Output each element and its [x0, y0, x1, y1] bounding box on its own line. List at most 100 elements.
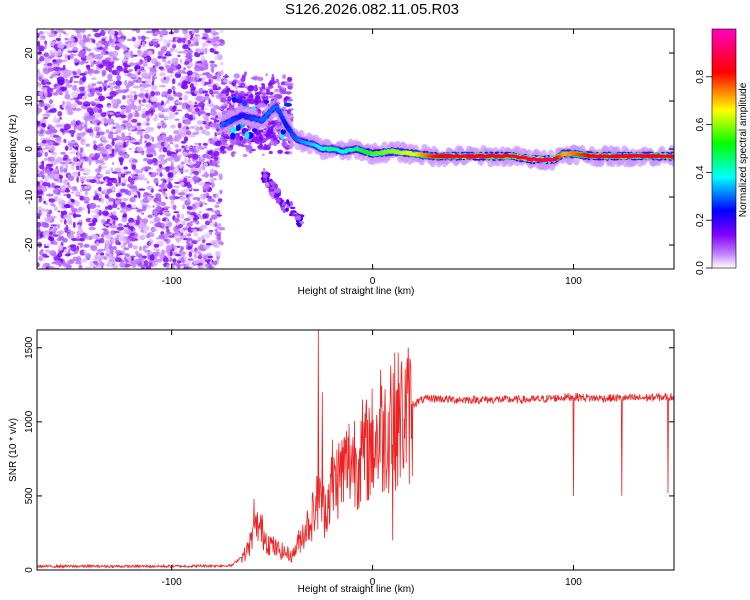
noise-blob	[116, 113, 121, 116]
noise-blob	[121, 202, 126, 208]
noise-blob	[123, 136, 130, 140]
transition-blob	[268, 143, 272, 147]
noise-blob	[125, 88, 129, 92]
noise-blob	[146, 117, 151, 122]
noise-blob	[92, 257, 99, 261]
noise-blob	[83, 71, 90, 74]
noise-blob	[154, 113, 158, 120]
noise-blob	[40, 128, 44, 134]
noise-blob	[37, 45, 45, 52]
noise-blob	[126, 100, 131, 104]
noise-blob	[71, 91, 79, 98]
noise-blob	[180, 213, 185, 220]
noise-blob	[37, 229, 42, 235]
noise-blob	[135, 250, 139, 256]
noise-blob	[42, 85, 49, 88]
noise-blob	[146, 233, 151, 239]
noise-blob	[168, 111, 174, 115]
transition-blob	[273, 140, 278, 147]
noise-blob	[149, 262, 152, 267]
noise-blob	[129, 98, 136, 104]
noise-blob	[172, 258, 177, 263]
noise-blob	[63, 31, 67, 35]
noise-blob	[170, 199, 175, 206]
noise-blob	[65, 163, 69, 170]
noise-blob	[165, 65, 171, 69]
noise-blob	[125, 140, 129, 147]
transition-blob	[273, 93, 281, 99]
noise-blob	[43, 57, 51, 63]
transition-blob	[257, 76, 264, 82]
noise-blob	[141, 41, 146, 48]
noise-blob	[79, 147, 84, 153]
noise-blob	[100, 112, 107, 118]
noise-blob	[54, 241, 58, 246]
noise-blob	[53, 152, 57, 159]
noise-blob	[184, 61, 190, 65]
noise-blob	[183, 256, 188, 261]
noise-blob	[105, 248, 111, 255]
noise-blob	[41, 266, 46, 269]
transition-blob	[223, 79, 228, 83]
noise-blob	[117, 223, 123, 227]
noise-blob	[187, 47, 191, 51]
noise-blob	[61, 185, 66, 191]
noise-blob	[168, 235, 175, 238]
noise-blob	[50, 73, 57, 78]
noise-blob	[39, 102, 45, 108]
noise-blob	[79, 195, 84, 201]
noise-blob	[53, 115, 57, 120]
noise-blob	[83, 168, 91, 175]
noise-blob	[180, 140, 187, 144]
noise-blob	[97, 249, 102, 255]
noise-blob	[138, 104, 146, 107]
noise-blob	[98, 187, 102, 192]
noise-blob	[118, 231, 125, 238]
noise-blob	[115, 43, 123, 46]
transition-blob	[288, 141, 295, 148]
noise-blob	[206, 73, 213, 79]
noise-blob	[214, 204, 220, 208]
noise-blob	[86, 235, 90, 240]
noise-blob	[78, 86, 85, 91]
noise-blob	[142, 234, 148, 239]
noise-blob	[205, 259, 211, 263]
noise-blob	[133, 43, 139, 48]
noise-blob	[214, 55, 218, 61]
noise-blob	[188, 148, 196, 152]
noise-blob	[130, 261, 136, 266]
noise-blob	[78, 122, 84, 125]
noise-blob	[77, 224, 81, 230]
noise-blob	[55, 89, 63, 94]
noise-blob	[144, 166, 152, 170]
noise-blob	[129, 255, 136, 258]
noise-blob	[119, 262, 126, 268]
noise-blob	[39, 164, 45, 170]
noise-blob	[44, 202, 48, 206]
noise-blob	[209, 174, 214, 178]
noise-blob	[137, 78, 142, 84]
noise-blob	[92, 140, 97, 145]
noise-blob	[160, 223, 166, 227]
noise-blob	[192, 196, 200, 201]
noise-blob	[147, 214, 153, 219]
transition-blob	[284, 81, 290, 87]
noise-blob	[43, 175, 50, 181]
noise-blob	[171, 78, 176, 85]
noise-blob	[127, 255, 132, 262]
noise-blob	[105, 178, 108, 182]
transition-blob	[221, 90, 227, 94]
noise-blob	[218, 56, 222, 59]
noise-blob	[216, 132, 221, 136]
noise-blob	[202, 90, 205, 94]
noise-blob	[67, 55, 71, 61]
noise-blob	[92, 106, 99, 113]
noise-blob	[211, 262, 214, 265]
noise-blob	[172, 193, 176, 200]
noise-blob	[111, 246, 117, 251]
noise-blob	[180, 132, 187, 138]
noise-blob	[187, 233, 192, 237]
noise-blob	[84, 115, 90, 122]
noise-blob	[181, 84, 185, 89]
noise-blob	[55, 85, 62, 90]
